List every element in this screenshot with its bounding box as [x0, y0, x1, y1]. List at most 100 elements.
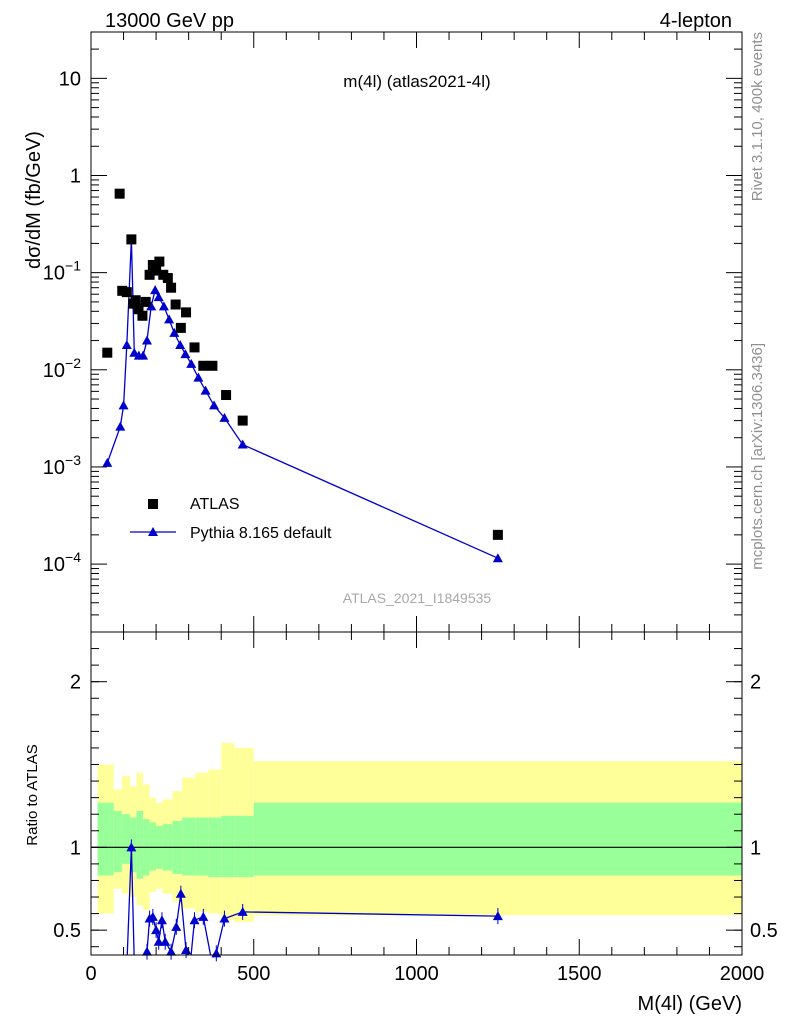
pythia-point [175, 339, 186, 349]
atlas-point [137, 310, 148, 321]
legend-pythia-marker [148, 527, 158, 536]
pythia-point [186, 358, 197, 368]
ratio-y-tick-label-right: 1 [750, 837, 761, 859]
pythia-point [153, 292, 164, 302]
atlas-point [147, 259, 158, 270]
ratio-point [126, 842, 137, 852]
pythia-point [193, 372, 204, 382]
pythia-point [141, 335, 152, 345]
atlas-point [162, 273, 173, 284]
inner-uncertainty-band [130, 817, 137, 873]
atlas-point [237, 415, 248, 426]
main-y-axis-label-text: dσ/dM (fb/GeV) [23, 131, 45, 269]
inner-uncertainty-band [149, 822, 157, 871]
pythia-point [115, 421, 126, 431]
atlas-point [166, 282, 177, 293]
main-y-tick-label: 1 [70, 166, 81, 188]
main-y-tick-exponent: −2 [65, 355, 81, 371]
x-tick-label: 500 [237, 963, 270, 985]
main-plot-title: m(4l) (atlas2021-4l) [343, 72, 490, 91]
ratio-data-layer [91, 839, 742, 962]
main-y-tick-exponent: −3 [65, 452, 81, 468]
analysis-reference-label: ATLAS_2021_I1849535 [343, 590, 492, 606]
pythia-point [237, 439, 248, 449]
ratio-point [181, 945, 192, 955]
pythia-point [118, 400, 129, 410]
inner-uncertainty-band [253, 802, 742, 876]
main-y-axis-label: dσ/dM (fb/GeV) [23, 131, 45, 269]
pythia-point [219, 412, 230, 422]
inner-uncertainty-band [136, 810, 144, 879]
mcplots-label: mcplots.cern.ch [arXiv:1306.3436] [749, 343, 766, 570]
header-channel-label: 4-lepton [660, 10, 732, 32]
pythia-point [102, 457, 113, 467]
atlas-point [198, 360, 209, 371]
atlas-point [121, 287, 132, 298]
atlas-point [144, 269, 155, 280]
ratio-point [219, 913, 230, 923]
ratio-point [492, 911, 503, 921]
ratio-point [171, 921, 182, 931]
pythia-point [164, 314, 175, 324]
ratio-point [151, 925, 162, 935]
atlas-point [181, 307, 192, 318]
pythia-point [209, 400, 220, 410]
pythia-point [158, 301, 169, 311]
ratio-y-axis-label-text: Ratio to ATLAS [24, 744, 41, 845]
ratio-point [237, 906, 248, 916]
atlas-point [151, 265, 162, 276]
legend-atlas-marker [148, 499, 158, 509]
main-y-tick-exponent: −4 [65, 549, 81, 565]
legend-pythia-label: Pythia 8.165 default [190, 525, 332, 542]
ratio-point [160, 936, 171, 946]
rivet-label: Rivet 3.1.10, 400k events [749, 32, 766, 201]
ratio-point [141, 946, 152, 956]
ratio-y-tick-label: 1 [70, 837, 81, 859]
x-tick-label: 2000 [720, 963, 765, 985]
atlas-point [140, 296, 151, 307]
ratio-uncertainty-bands [97, 742, 742, 922]
ratio-point [211, 948, 222, 958]
ratio-point [156, 915, 167, 925]
inner-uncertainty-band [221, 815, 235, 878]
main-panel-frame [90, 31, 743, 633]
ratio-panel: 2 21 10.5 0.50 500 1000 1500 2000 Ratio to ATLA… [24, 631, 778, 1015]
ratio-point [147, 911, 158, 921]
atlas-point [114, 188, 125, 199]
ratio-y-tick-label: 0.5 [53, 920, 81, 942]
x-tick-label: 0 [85, 963, 96, 985]
ratio-point [189, 915, 200, 925]
mcplots-label-text: mcplots.cern.ch [arXiv:1306.3436] [749, 343, 766, 570]
atlas-point [130, 295, 141, 306]
pythia-series-line [106, 239, 499, 559]
ratio-axis-ticks: 2 21 10.5 0.50 500 1000 1500 2000 [53, 632, 778, 985]
pythia-point [138, 350, 149, 360]
atlas-point [154, 256, 165, 267]
main-y-tick-label: 10 [59, 68, 81, 90]
main-y-tick-label: 10−4 [43, 549, 81, 576]
x-tick-label: 1500 [557, 963, 602, 985]
main-y-tick-base: 10 [43, 263, 65, 285]
ratio-y-tick-label: 2 [70, 672, 81, 694]
ratio-y-axis-label: Ratio to ATLAS [24, 744, 41, 845]
main-y-tick-label: 10−3 [43, 452, 81, 479]
legend: ATLAS Pythia 8.165 default [130, 496, 332, 542]
atlas-point [221, 390, 232, 401]
legend-atlas-label: ATLAS [190, 496, 240, 513]
pythia-point [180, 349, 191, 359]
inner-uncertainty-band [97, 802, 114, 876]
inner-uncertainty-band [121, 814, 131, 864]
atlas-point [102, 347, 113, 358]
ratio-y-tick-label-right: 2 [750, 672, 761, 694]
x-axis-label: M(4l) (GeV) [638, 993, 742, 1015]
pythia-point [169, 327, 180, 337]
atlas-point [207, 360, 218, 371]
atlas-point [189, 342, 200, 353]
inner-uncertainty-band [234, 815, 254, 878]
inner-uncertainty-band [182, 817, 196, 876]
pythia-point [492, 553, 503, 563]
ratio-point [198, 911, 209, 921]
main-y-tick-exponent: −1 [65, 258, 81, 274]
